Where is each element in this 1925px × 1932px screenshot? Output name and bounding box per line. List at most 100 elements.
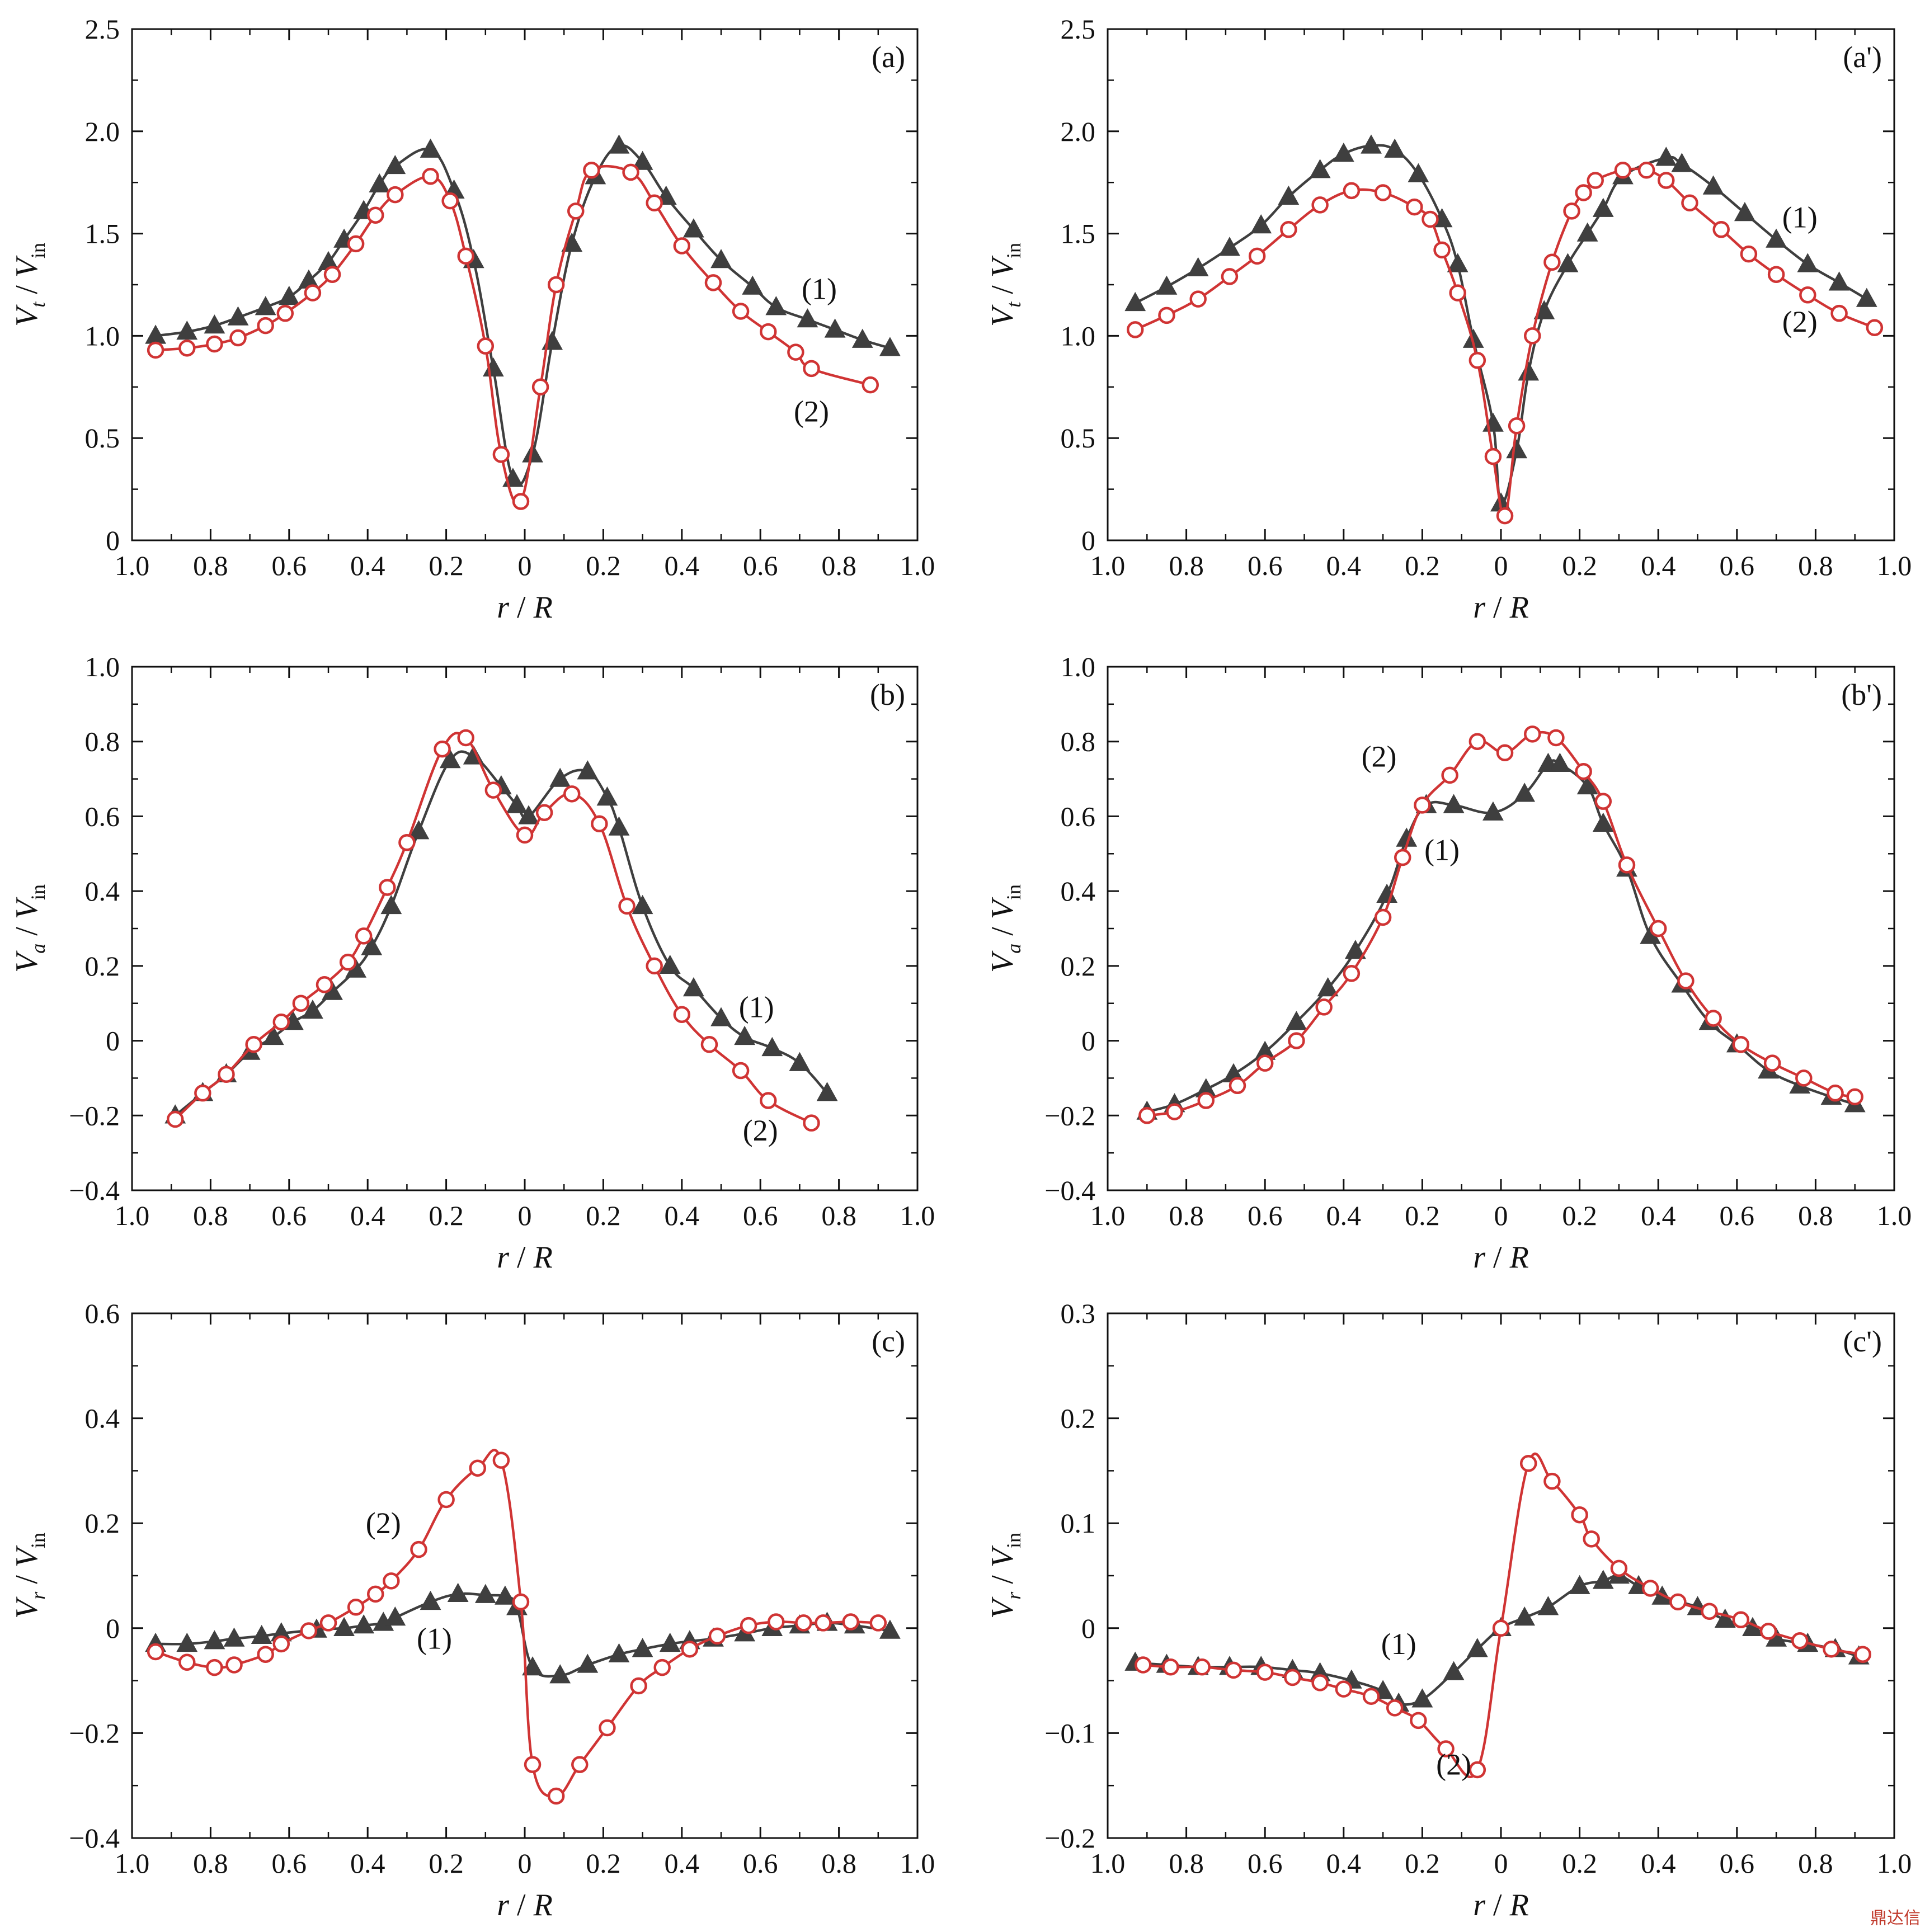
data-point-triangle [879,337,901,356]
data-point-circle [1732,1036,1750,1053]
data-point-circle [1519,1455,1537,1472]
y-tick-label: 0.5 [1061,422,1096,454]
data-point-circle [437,1491,455,1509]
x-tick-label: 0.6 [1248,1848,1283,1879]
data-point-triangle [1514,783,1536,802]
data-point-circle [1658,172,1675,189]
data-point-circle [1469,352,1486,369]
y-axis-label: Va / Vin [10,884,49,973]
data-point-triangle [683,977,704,997]
panel-label: (c) [872,1325,905,1358]
data-point-circle [257,317,274,334]
data-point-circle [225,1656,243,1674]
x-tick-label: 0.4 [350,550,385,581]
data-point-triangle [596,786,618,806]
data-point-circle [194,1084,211,1102]
data-point-triangle [1317,977,1339,997]
y-axis-label: Vr / Vin [985,1533,1025,1619]
data-point-circle [708,1627,726,1645]
data-point-triangle [1576,222,1598,242]
y-tick-label: 0.4 [1061,875,1096,907]
data-point-triangle [1361,134,1382,154]
data-point-circle [1866,319,1884,337]
data-point-circle [1523,725,1541,743]
data-point-circle [410,1540,427,1558]
data-point-triangle [278,285,300,305]
data-point-triangle [1557,253,1579,272]
data-point-circle [1288,1032,1305,1049]
data-point-circle [535,804,553,821]
data-point-circle [618,897,636,915]
x-tick-label: 0.6 [1720,1848,1755,1879]
data-point-circle [1641,1580,1659,1597]
series-label-1: (1) [417,1622,452,1656]
data-point-circle [1256,1664,1274,1681]
x-tick-label: 0.2 [1562,1200,1597,1231]
data-point-circle [803,1114,820,1132]
data-point-triangle [482,357,504,377]
panel-label: (a) [872,40,905,74]
x-tick-label: 0.6 [1720,550,1755,581]
x-tick-label: 0.2 [1562,1848,1597,1879]
data-point-triangle [1408,163,1429,182]
data-point-circle [1386,1699,1404,1717]
x-tick-label: 0 [1494,1200,1508,1231]
x-tick-label: 0.8 [1798,1200,1833,1231]
data-point-circle [1496,744,1514,762]
x-tick-label: 0.6 [1248,550,1283,581]
y-tick-label: −0.1 [1044,1717,1095,1749]
data-point-circle [1315,998,1333,1016]
data-point-triangle [577,760,599,780]
chart-panel-c2: 1.0 0.8 0.6 0.4 0.2 0 0.2 0.4 0.6 0.8 1.0−0.2−0.10… [985,1298,1912,1922]
x-tick-label: 0.2 [586,1200,621,1231]
x-tick-label: 0.2 [586,1848,621,1879]
data-point-circle [1197,1092,1215,1109]
data-point-circle [492,446,510,463]
data-point-circle [387,186,404,204]
series-label-1: (1) [1381,1627,1416,1661]
data-point-triangle [1518,361,1540,381]
data-point-circle [1795,1069,1813,1087]
data-point-triangle [1592,1570,1614,1589]
y-tick-label: 0.6 [85,800,120,832]
y-tick-label: 1.0 [85,320,120,351]
panel-label: (a') [1843,40,1882,74]
data-point-triangle [1766,228,1787,248]
data-point-circle [379,879,396,896]
x-tick-label: 0.4 [1641,550,1676,581]
data-point-triangle [353,1614,375,1634]
y-tick-label: 1.0 [1061,320,1096,351]
data-point-triangle [1447,253,1469,272]
x-tick-label: 0.6 [1720,1200,1755,1231]
data-point-circle [740,1617,757,1634]
data-point-triangle [518,805,539,824]
data-point-circle [803,360,820,378]
x-tick-label: 0.8 [193,1848,228,1879]
data-point-circle [512,493,530,510]
y-tick-label: 0.2 [85,1507,120,1539]
data-point-circle [1712,221,1730,238]
data-point-triangle [1549,752,1571,772]
plot-frame [131,666,919,1191]
data-point-circle [366,1585,384,1603]
x-tick-label: 0.4 [665,1848,700,1879]
data-point-triangle [1537,1596,1559,1615]
x-tick-label: 1.0 [1090,1200,1126,1231]
data-point-circle [1441,766,1458,784]
data-point-circle [1547,729,1565,747]
data-point-triangle [506,794,528,813]
data-point-triangle [420,138,441,158]
y-tick-label: 1.5 [85,218,120,249]
data-point-circle [457,247,474,265]
data-point-circle [1827,1084,1844,1102]
y-tick-label: 0.2 [85,950,120,982]
panel-label: (b') [1841,678,1882,711]
data-point-circle [599,1719,616,1737]
x-tick-label: 0.8 [1798,550,1833,581]
data-point-circle [457,729,474,747]
series-label-1: (1) [739,990,774,1024]
data-point-circle [1135,1656,1152,1674]
x-tick-label: 1.0 [900,1848,935,1879]
x-tick-label: 1.0 [115,1848,150,1879]
data-point-triangle [1156,275,1178,295]
